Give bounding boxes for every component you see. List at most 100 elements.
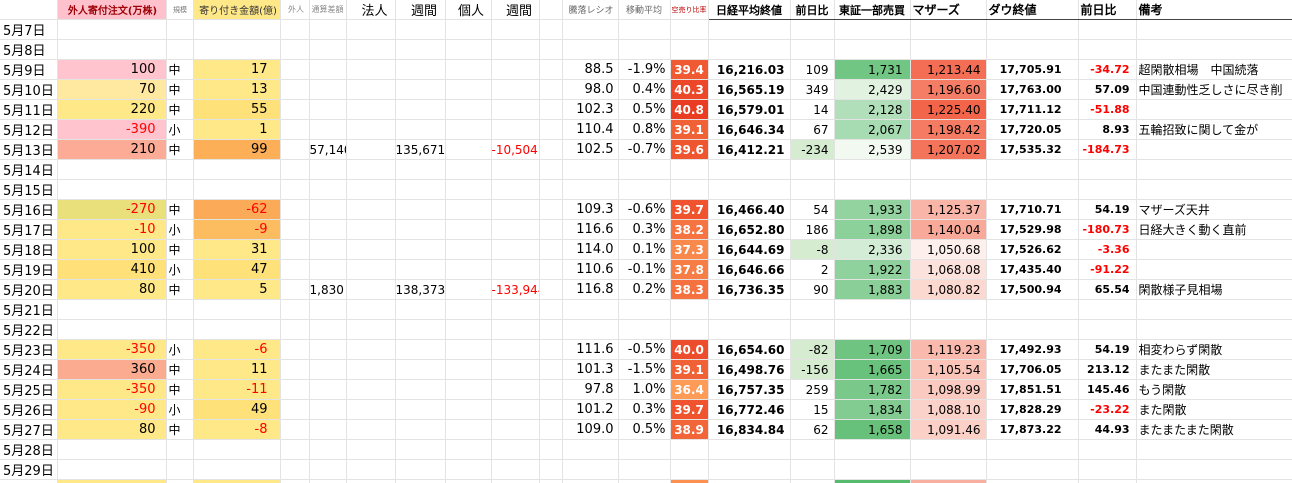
cell-memo[interactable]: 閑散 — [1136, 479, 1292, 483]
column-header-week2[interactable]: 週間 — [491, 0, 540, 20]
cell-kojin[interactable] — [445, 259, 492, 280]
cell-ratio[interactable]: 101.2 — [562, 399, 619, 420]
cell-week2[interactable]: -133,944 — [491, 279, 540, 300]
cell-dow[interactable]: 17,763.00 — [986, 79, 1079, 100]
cell-mothers[interactable]: 1,098.99 — [910, 379, 987, 400]
cell-size[interactable]: 中 — [166, 99, 194, 120]
cell-open_amt[interactable]: 47 — [193, 259, 281, 280]
cell-short_ratio[interactable]: 36.9 — [670, 479, 709, 483]
cell-gaijin_order[interactable]: -270 — [57, 199, 167, 220]
cell-memo[interactable] — [1136, 459, 1292, 480]
column-header-ma[interactable]: 移動平均 — [618, 0, 671, 20]
cell-mothers[interactable]: 1,207.02 — [910, 139, 987, 160]
cell-ma[interactable] — [618, 159, 671, 180]
cell-tsusan[interactable] — [309, 239, 347, 260]
cell-ratio[interactable] — [562, 439, 619, 460]
cell-gaijin_order[interactable] — [57, 179, 167, 200]
cell-gaijin_order[interactable] — [57, 319, 167, 340]
cell-gaijin[interactable] — [280, 219, 310, 240]
cell-kojin[interactable] — [445, 19, 492, 40]
cell-nikkei_chg[interactable]: 2 — [790, 259, 835, 280]
cell-size[interactable]: 中 — [166, 139, 194, 160]
cell-kojin[interactable] — [445, 479, 492, 483]
cell-week2[interactable] — [491, 319, 540, 340]
cell-dow[interactable] — [986, 19, 1079, 40]
row-header-date[interactable]: 5月29日 — [0, 459, 58, 480]
cell-mothers[interactable]: 1,119.23 — [910, 339, 987, 360]
cell-gap[interactable] — [539, 399, 563, 420]
cell-short_ratio[interactable]: 39.1 — [670, 359, 709, 380]
cell-dow[interactable]: 17,710.71 — [986, 199, 1079, 220]
row-header-date[interactable]: 5月13日 — [0, 139, 58, 160]
cell-dow[interactable]: 17,705.91 — [986, 59, 1079, 80]
cell-dow[interactable] — [986, 179, 1079, 200]
cell-ratio[interactable] — [562, 319, 619, 340]
cell-nikkei[interactable] — [708, 319, 791, 340]
cell-ratio[interactable]: 107.0 — [562, 479, 619, 483]
cell-short_ratio[interactable]: 39.6 — [670, 139, 709, 160]
cell-kojin[interactable] — [445, 339, 492, 360]
cell-week1[interactable] — [395, 459, 446, 480]
cell-mothers[interactable] — [910, 39, 987, 60]
cell-gaijin[interactable] — [280, 239, 310, 260]
cell-kojin[interactable] — [445, 279, 492, 300]
row-header-date[interactable]: 5月7日 — [0, 19, 58, 40]
cell-nikkei[interactable]: 16,646.66 — [708, 259, 791, 280]
cell-gaijin_order[interactable] — [57, 439, 167, 460]
cell-tosho[interactable] — [834, 179, 911, 200]
row-header-date[interactable]: 5月27日 — [0, 419, 58, 440]
cell-week2[interactable] — [491, 439, 540, 460]
cell-week1[interactable] — [395, 99, 446, 120]
cell-dow[interactable]: 17,828.29 — [986, 399, 1079, 420]
cell-dow[interactable]: 17,706.05 — [986, 359, 1079, 380]
cell-gaijin[interactable] — [280, 299, 310, 320]
cell-memo[interactable] — [1136, 299, 1292, 320]
cell-ma[interactable] — [618, 319, 671, 340]
cell-gaijin[interactable] — [280, 339, 310, 360]
cell-dow[interactable]: 17,851.51 — [986, 379, 1079, 400]
cell-short_ratio[interactable]: 37.3 — [670, 239, 709, 260]
cell-open_amt[interactable]: 5 — [193, 479, 281, 483]
cell-week1[interactable] — [395, 19, 446, 40]
cell-tosho[interactable] — [834, 39, 911, 60]
cell-gaijin[interactable] — [280, 119, 310, 140]
cell-mothers[interactable]: 1,080.82 — [910, 279, 987, 300]
column-header-gap[interactable] — [539, 0, 563, 20]
cell-gaijin[interactable] — [280, 279, 310, 300]
cell-gap[interactable] — [539, 339, 563, 360]
cell-dow[interactable]: 17,711.12 — [986, 99, 1079, 120]
cell-ratio[interactable]: 116.6 — [562, 219, 619, 240]
cell-kojin[interactable] — [445, 199, 492, 220]
cell-mothers[interactable]: 1,213.44 — [910, 59, 987, 80]
cell-nikkei[interactable]: 17,068.12 — [708, 479, 791, 483]
cell-gaijin_order[interactable]: 100 — [57, 59, 167, 80]
cell-hojin[interactable] — [346, 439, 396, 460]
cell-gaijin[interactable] — [280, 419, 310, 440]
cell-nikkei[interactable]: 16,772.46 — [708, 399, 791, 420]
cell-short_ratio[interactable] — [670, 39, 709, 60]
cell-memo[interactable]: 閑散様子見相場 — [1136, 279, 1292, 300]
cell-gap[interactable] — [539, 19, 563, 40]
cell-tosho[interactable] — [834, 159, 911, 180]
cell-ma[interactable]: -0.1% — [618, 259, 671, 280]
cell-size[interactable]: 中 — [166, 419, 194, 440]
cell-hojin[interactable] — [346, 219, 396, 240]
cell-hojin[interactable] — [346, 59, 396, 80]
cell-tosho[interactable]: 2,336 — [834, 239, 911, 260]
cell-dow[interactable]: 17,435.40 — [986, 259, 1079, 280]
cell-hojin[interactable] — [346, 399, 396, 420]
cell-week2[interactable] — [491, 159, 540, 180]
cell-week1[interactable] — [395, 359, 446, 380]
cell-tosho[interactable]: 2,429 — [834, 79, 911, 100]
row-header-date[interactable]: 5月21日 — [0, 299, 58, 320]
cell-gap[interactable] — [539, 59, 563, 80]
cell-tosho[interactable]: 1,665 — [834, 359, 911, 380]
cell-gaijin[interactable] — [280, 459, 310, 480]
cell-dow_chg[interactable]: 54.19 — [1078, 199, 1137, 220]
column-header-size[interactable]: 規模 — [166, 0, 194, 20]
cell-hojin[interactable] — [346, 79, 396, 100]
cell-size[interactable]: 中 — [166, 59, 194, 80]
column-header-mothers[interactable]: マザーズ — [910, 0, 987, 20]
cell-kojin[interactable] — [445, 39, 492, 60]
cell-tsusan[interactable] — [309, 339, 347, 360]
